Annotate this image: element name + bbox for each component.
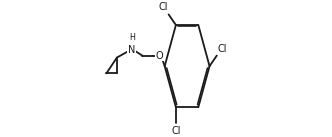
- Text: H: H: [129, 33, 135, 42]
- Text: N: N: [128, 45, 135, 55]
- Text: Cl: Cl: [217, 44, 227, 54]
- Text: O: O: [156, 51, 163, 61]
- Text: Cl: Cl: [171, 126, 181, 136]
- Text: Cl: Cl: [158, 2, 168, 12]
